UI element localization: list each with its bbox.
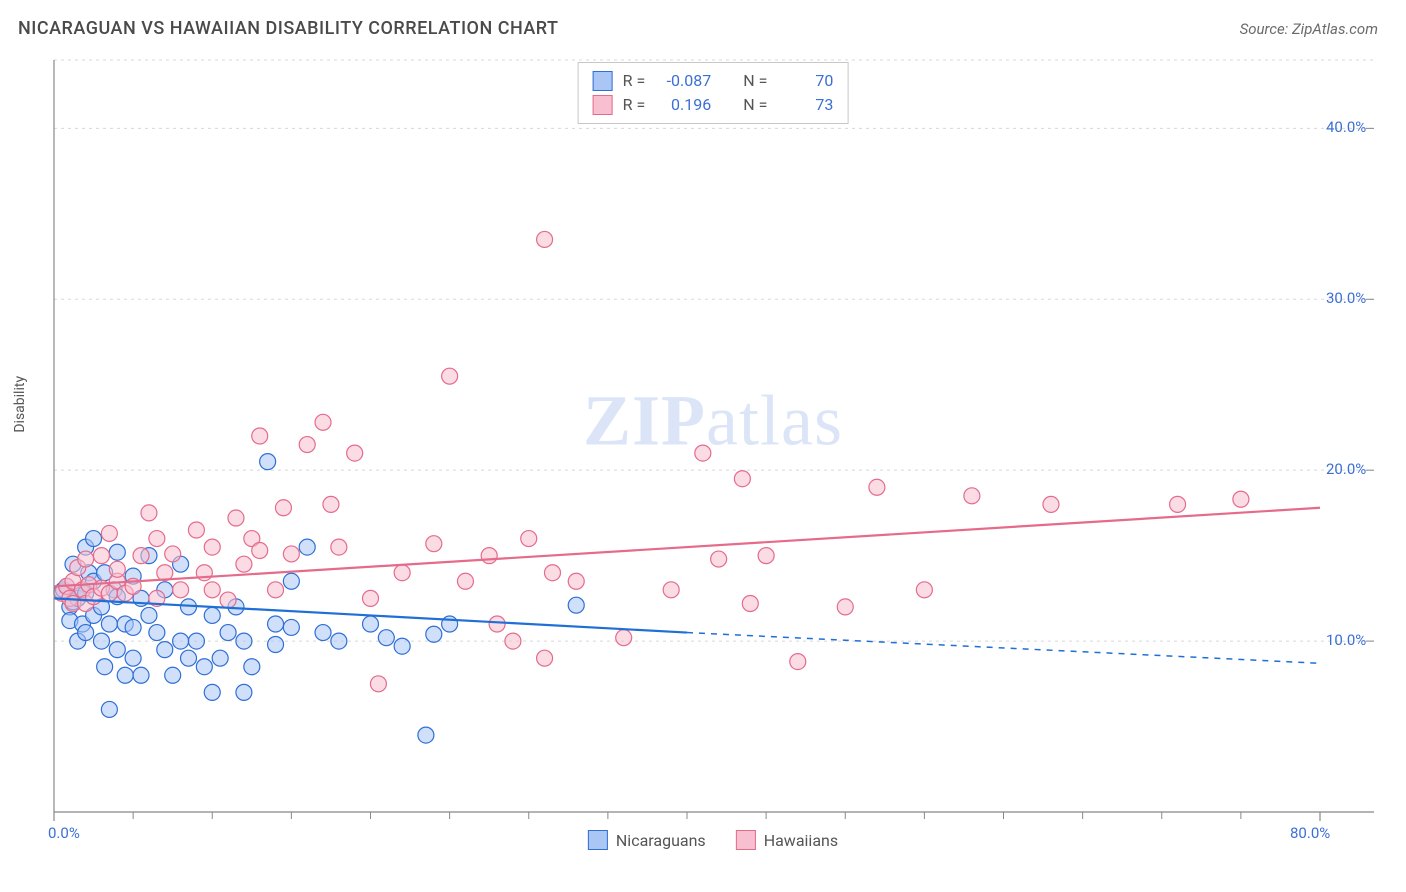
legend-item-hawaiians: Hawaiians [736,830,838,850]
legend-row-nicaraguans: R = -0.087 N = 70 [593,69,834,93]
n-value-hawaiians: 73 [777,93,833,117]
legend-label-hawaiians: Hawaiians [764,831,838,850]
n-label: N = [743,69,767,93]
r-label: R = [623,93,646,117]
y-tick-label: 30.0% [1326,289,1366,307]
scatter-plot [48,58,1378,848]
n-label: N = [743,93,767,117]
r-value-hawaiians: 0.196 [655,93,711,117]
r-value-nicaraguans: -0.087 [655,69,711,93]
r-label: R = [623,69,646,93]
y-tick-label: 20.0% [1326,460,1366,478]
legend-bottom: Nicaraguans Hawaiians [588,830,838,850]
y-tick-label: 40.0% [1326,118,1366,136]
chart-title: NICARAGUAN VS HAWAIIAN DISABILITY CORREL… [18,18,559,39]
y-tick-label: 10.0% [1326,631,1366,649]
legend-item-nicaraguans: Nicaraguans [588,830,706,850]
x-tick-label: 80.0% [1290,824,1330,842]
legend-row-hawaiians: R = 0.196 N = 73 [593,93,834,117]
x-tick-label: 0.0% [48,824,80,842]
chart-area: Disability ZIPatlas R = -0.087 N = 70 R … [48,58,1378,848]
swatch-hawaiians-bottom [736,830,756,850]
swatch-nicaraguans-bottom [588,830,608,850]
y-axis-label: Disability [12,376,28,433]
swatch-hawaiians [593,95,613,115]
swatch-nicaraguans [593,71,613,91]
legend-label-nicaraguans: Nicaraguans [616,831,706,850]
n-value-nicaraguans: 70 [777,69,833,93]
legend-correlation-box: R = -0.087 N = 70 R = 0.196 N = 73 [578,62,849,124]
source-label: Source: ZipAtlas.com [1240,20,1378,38]
